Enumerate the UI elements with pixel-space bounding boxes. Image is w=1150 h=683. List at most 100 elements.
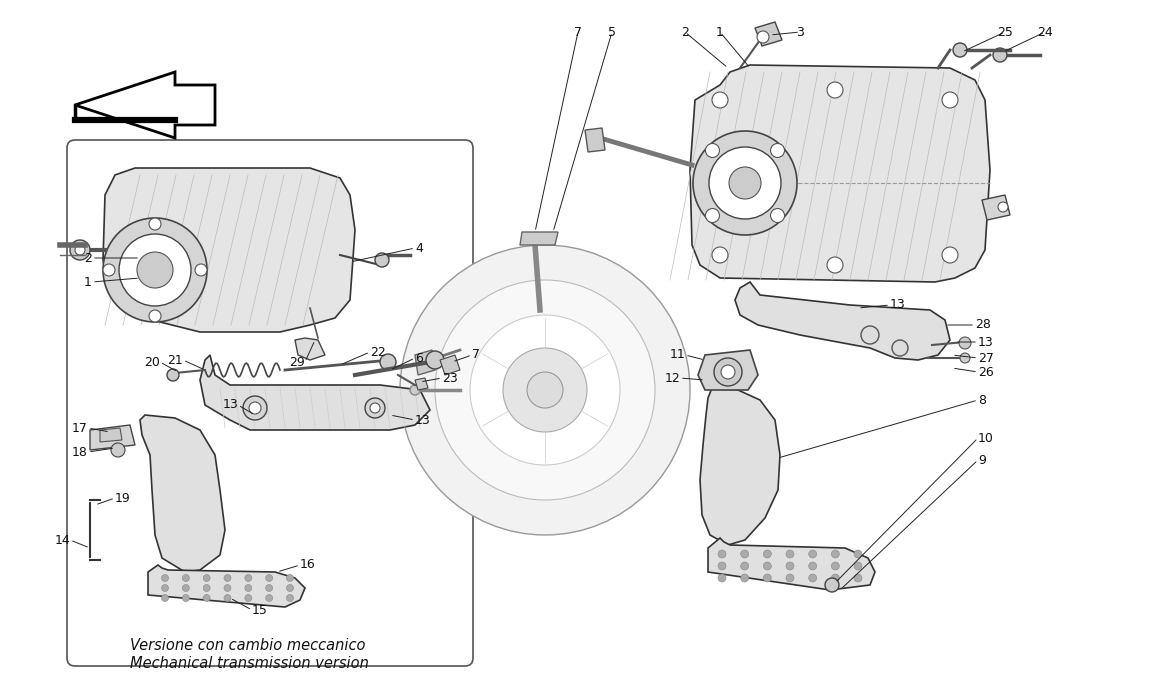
Circle shape [808, 562, 816, 570]
Circle shape [183, 585, 190, 591]
Text: 3: 3 [796, 25, 804, 38]
Circle shape [714, 358, 742, 386]
FancyBboxPatch shape [67, 140, 473, 666]
Text: 23: 23 [442, 372, 458, 385]
Polygon shape [585, 128, 605, 152]
Circle shape [104, 264, 115, 276]
Circle shape [118, 234, 191, 306]
Polygon shape [690, 65, 990, 282]
Circle shape [286, 594, 293, 602]
Circle shape [527, 372, 564, 408]
Circle shape [161, 574, 169, 581]
Text: 7: 7 [574, 25, 582, 38]
Circle shape [831, 562, 839, 570]
Polygon shape [440, 355, 460, 375]
Circle shape [712, 92, 728, 108]
Text: 5: 5 [608, 25, 616, 38]
Circle shape [75, 245, 85, 255]
Circle shape [854, 574, 862, 582]
Polygon shape [700, 388, 780, 545]
Polygon shape [296, 338, 325, 360]
Circle shape [370, 403, 380, 413]
Circle shape [224, 585, 231, 591]
Circle shape [435, 280, 656, 500]
Text: 17: 17 [72, 421, 89, 434]
Circle shape [764, 550, 772, 558]
Polygon shape [756, 22, 782, 46]
Text: Mechanical transmission version: Mechanical transmission version [130, 656, 369, 671]
Circle shape [718, 562, 726, 570]
Circle shape [959, 337, 971, 349]
Text: 2: 2 [681, 25, 689, 38]
Polygon shape [104, 168, 355, 332]
Circle shape [960, 353, 969, 363]
Circle shape [827, 257, 843, 273]
Text: 14: 14 [54, 533, 70, 546]
Circle shape [808, 574, 816, 582]
Circle shape [426, 351, 444, 369]
Text: 1: 1 [84, 275, 92, 288]
Text: 12: 12 [665, 372, 680, 385]
Circle shape [757, 31, 769, 43]
Text: 27: 27 [978, 352, 994, 365]
Circle shape [250, 402, 261, 414]
Text: 26: 26 [978, 365, 994, 378]
Text: 28: 28 [975, 318, 991, 331]
Circle shape [266, 574, 273, 581]
Circle shape [854, 562, 862, 570]
Circle shape [150, 218, 161, 230]
Circle shape [204, 585, 210, 591]
Circle shape [196, 264, 207, 276]
Circle shape [70, 240, 90, 260]
Circle shape [411, 385, 420, 395]
Circle shape [380, 354, 396, 370]
Circle shape [150, 310, 161, 322]
Circle shape [892, 340, 908, 356]
Circle shape [245, 574, 252, 581]
Text: 20: 20 [144, 355, 160, 369]
Circle shape [721, 365, 735, 379]
Circle shape [831, 574, 839, 582]
Polygon shape [100, 428, 122, 442]
Text: 10: 10 [978, 432, 994, 445]
Circle shape [718, 574, 726, 582]
Circle shape [183, 594, 190, 602]
Text: 25: 25 [997, 25, 1013, 38]
Circle shape [861, 326, 879, 344]
Text: 1: 1 [716, 25, 724, 38]
Polygon shape [415, 378, 428, 390]
Circle shape [286, 585, 293, 591]
Text: 19: 19 [115, 492, 131, 505]
Circle shape [729, 167, 761, 199]
Circle shape [741, 562, 749, 570]
Circle shape [705, 208, 720, 223]
Text: 2: 2 [84, 251, 92, 264]
Circle shape [104, 218, 207, 322]
Circle shape [137, 252, 172, 288]
Circle shape [712, 247, 728, 263]
Circle shape [992, 48, 1007, 62]
Circle shape [808, 550, 816, 558]
Text: 9: 9 [978, 454, 986, 466]
Circle shape [470, 315, 620, 465]
Text: 18: 18 [72, 445, 89, 458]
Text: 21: 21 [167, 354, 183, 367]
Text: 6: 6 [415, 352, 423, 365]
Circle shape [204, 594, 210, 602]
Circle shape [705, 143, 720, 158]
Polygon shape [90, 425, 135, 450]
Circle shape [204, 574, 210, 581]
Text: 13: 13 [978, 335, 994, 348]
Text: 13: 13 [890, 298, 906, 311]
Circle shape [286, 574, 293, 581]
Text: 29: 29 [290, 355, 305, 369]
Text: 8: 8 [978, 393, 986, 406]
Circle shape [827, 82, 843, 98]
Text: 7: 7 [472, 348, 480, 361]
Text: 22: 22 [370, 346, 385, 359]
Text: Versione con cambio meccanico: Versione con cambio meccanico [130, 637, 366, 652]
Text: 13: 13 [415, 413, 431, 426]
Circle shape [953, 43, 967, 57]
Circle shape [785, 550, 793, 558]
Circle shape [266, 585, 273, 591]
